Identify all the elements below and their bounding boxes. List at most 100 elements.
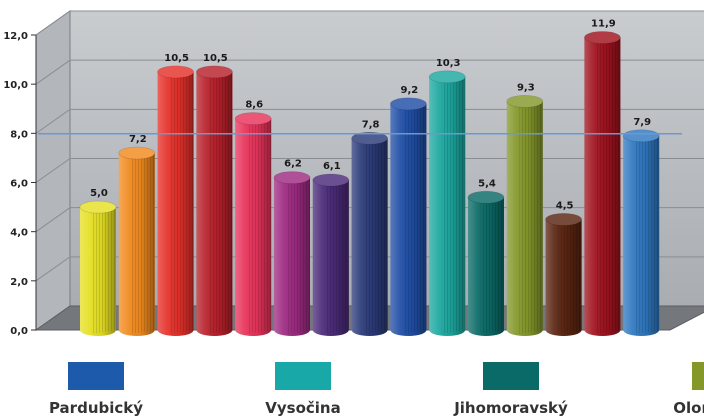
bar-cap-highlight bbox=[623, 129, 660, 142]
legend-swatch bbox=[692, 362, 704, 390]
bar-cap bbox=[428, 70, 466, 84]
gridline bbox=[35, 108, 704, 134]
bar bbox=[351, 131, 389, 336]
legend-item-olomoucky: Olomoucký bbox=[640, 362, 704, 417]
data-label: 6,2 bbox=[284, 159, 302, 170]
legend-label: Jihomoravský bbox=[454, 399, 568, 417]
bar-cap bbox=[195, 65, 233, 79]
y-tick-label: 12,0 bbox=[3, 31, 28, 42]
bar bbox=[118, 146, 156, 336]
bar bbox=[622, 129, 660, 336]
bar-cap-highlight bbox=[118, 147, 155, 159]
data-label: 9,3 bbox=[517, 82, 535, 93]
bar-cap-highlight bbox=[351, 132, 388, 145]
bar-cap bbox=[79, 200, 117, 214]
bar-cap-highlight bbox=[235, 112, 272, 125]
bar bbox=[389, 97, 427, 336]
legend-item-jihomoravsky: Jihomoravský bbox=[431, 362, 591, 417]
bar-cap-highlight bbox=[429, 70, 466, 83]
legend-swatch bbox=[483, 362, 539, 390]
gridline bbox=[35, 10, 704, 36]
y-tick-label: 6,0 bbox=[10, 179, 28, 190]
data-label: 4,5 bbox=[556, 200, 574, 211]
bar-texture bbox=[364, 138, 388, 334]
bar bbox=[273, 171, 311, 336]
bar bbox=[234, 112, 272, 336]
bar-cap bbox=[312, 173, 350, 187]
bar-cap bbox=[622, 129, 660, 143]
bar-cap bbox=[545, 212, 582, 226]
data-label: 5,0 bbox=[90, 188, 108, 199]
gridline bbox=[35, 158, 704, 183]
legend-item-pardubicky: Pardubický bbox=[16, 362, 176, 417]
data-label: 10,5 bbox=[164, 53, 189, 64]
bar-texture bbox=[441, 76, 466, 335]
bar-texture bbox=[403, 103, 427, 334]
bar bbox=[312, 173, 350, 336]
bar-texture bbox=[286, 177, 310, 334]
data-label: 6,1 bbox=[323, 161, 341, 172]
data-label: 7,9 bbox=[633, 117, 651, 128]
legend-label: Vysočina bbox=[265, 399, 341, 417]
bar-texture bbox=[597, 37, 621, 334]
bar bbox=[157, 65, 195, 336]
bar-cap-highlight bbox=[584, 31, 621, 44]
data-label: 9,2 bbox=[401, 85, 419, 96]
bar-cap bbox=[157, 65, 195, 79]
bar-cap bbox=[273, 171, 311, 184]
y-tick-label: 0,0 bbox=[10, 326, 28, 337]
bar-cap-highlight bbox=[196, 65, 233, 78]
bar-texture bbox=[558, 219, 582, 334]
bar-texture bbox=[635, 135, 660, 334]
bar-cap-highlight bbox=[157, 65, 194, 78]
bar-cap-highlight bbox=[312, 174, 349, 187]
bar-texture bbox=[480, 197, 504, 334]
bar-cap bbox=[118, 146, 156, 160]
bar-cap bbox=[584, 31, 621, 44]
bar bbox=[506, 94, 544, 336]
data-label: 10,3 bbox=[436, 58, 461, 69]
data-label: 8,6 bbox=[245, 100, 263, 111]
data-label: 7,2 bbox=[129, 134, 147, 145]
y-tick-label: 10,0 bbox=[3, 80, 28, 91]
gridline bbox=[35, 59, 704, 85]
bar-cap bbox=[351, 131, 389, 145]
bar-cap bbox=[506, 94, 544, 108]
bar-cap bbox=[467, 190, 505, 204]
bar bbox=[584, 31, 621, 336]
data-label: 10,5 bbox=[203, 53, 228, 64]
bar-cap-highlight bbox=[80, 201, 116, 214]
bar-texture bbox=[209, 71, 233, 334]
bar-cap-highlight bbox=[506, 95, 543, 108]
bar-cap-highlight bbox=[274, 171, 310, 184]
bar-texture bbox=[247, 118, 272, 334]
bar bbox=[545, 212, 582, 336]
bar-texture bbox=[131, 153, 155, 334]
legend-swatch bbox=[275, 362, 331, 390]
bar-cap-highlight bbox=[390, 97, 427, 110]
bar bbox=[467, 190, 505, 336]
bar-cap bbox=[234, 112, 272, 125]
y-tick-label: 4,0 bbox=[10, 228, 28, 239]
bar-texture bbox=[325, 180, 349, 334]
bar-cap bbox=[389, 97, 427, 111]
bar bbox=[428, 70, 466, 337]
bar bbox=[195, 65, 233, 336]
y-tick-label: 2,0 bbox=[10, 277, 28, 288]
legend-label: Pardubický bbox=[48, 399, 144, 417]
bar-texture bbox=[170, 71, 194, 334]
data-label: 5,4 bbox=[478, 178, 496, 189]
data-label: 11,9 bbox=[591, 18, 616, 29]
legend-label: Olomoucký bbox=[673, 399, 704, 417]
bar-texture bbox=[519, 101, 543, 334]
y-tick-label: 8,0 bbox=[10, 129, 28, 140]
data-label: 7,8 bbox=[362, 119, 380, 130]
bar-cap-highlight bbox=[468, 191, 504, 204]
bar-texture bbox=[92, 207, 116, 334]
bar bbox=[79, 200, 117, 336]
legend-item-vysocina: Vysočina bbox=[223, 362, 383, 417]
legend-swatch bbox=[68, 362, 124, 390]
bar-cap-highlight bbox=[545, 213, 582, 226]
